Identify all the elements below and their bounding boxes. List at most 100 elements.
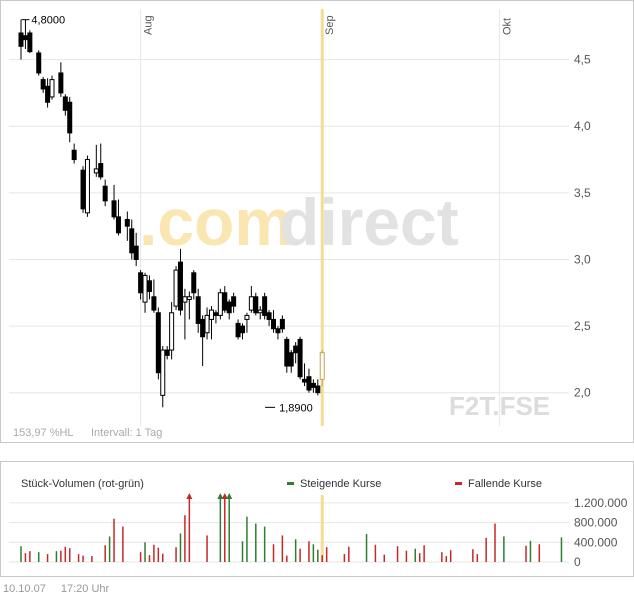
volume-bar-falling: [162, 553, 164, 562]
candle-body-falling: [288, 352, 294, 367]
volume-bar-falling: [64, 546, 67, 562]
candle: [155, 307, 161, 380]
volume-bar-falling: [396, 546, 399, 562]
candle-body-falling: [240, 325, 245, 334]
candle-body-falling: [146, 280, 152, 292]
candle-body-rising: [319, 352, 325, 380]
volume-bar-falling: [122, 526, 124, 562]
candle-body-falling: [293, 345, 299, 354]
volume-bar-rising: [241, 541, 244, 562]
candle-body-falling: [22, 35, 28, 41]
candle: [18, 19, 24, 60]
footer-time: 17:20 Uhr: [60, 583, 110, 595]
candle: [45, 78, 51, 108]
volume-overflow-arrow: [226, 493, 233, 499]
candle: [40, 76, 46, 93]
volume-bar-falling: [325, 547, 328, 562]
candle: [164, 346, 170, 360]
candle-body-falling: [195, 296, 201, 324]
x-tick-label: Okt: [501, 18, 513, 35]
candle: [177, 248, 183, 316]
candle: [279, 315, 285, 333]
candle: [146, 275, 152, 300]
candle: [315, 379, 321, 396]
candle-body-falling: [133, 245, 139, 260]
volume-bar-falling: [299, 548, 301, 562]
volume-overflow-arrow: [221, 493, 228, 499]
candle-body-rising: [49, 79, 55, 98]
volume-bar-falling: [153, 544, 155, 562]
candle-body-falling: [138, 272, 144, 294]
candle-body-falling: [200, 318, 206, 338]
volume-y-tick-label: 800.000: [574, 516, 618, 530]
candle: [151, 279, 157, 313]
candle-body-rising: [93, 168, 99, 174]
volume-bar-falling: [46, 554, 49, 562]
candle: [173, 266, 179, 311]
candle-body-falling: [102, 185, 108, 202]
volume-bar-falling: [157, 547, 160, 562]
volume-bar-falling: [383, 554, 386, 562]
candle: [49, 75, 55, 100]
candle-body-falling: [213, 312, 219, 316]
candle-body-rising: [208, 309, 214, 320]
candle-body-rising: [160, 349, 166, 396]
candle-body-falling: [27, 32, 33, 53]
candle: [98, 143, 104, 180]
candle: [182, 288, 188, 340]
footer-date: 10.10.07: [3, 583, 46, 595]
candle: [275, 326, 281, 340]
candle: [200, 315, 206, 367]
candle-body-falling: [284, 338, 290, 367]
volume-bar-falling: [104, 545, 106, 562]
volume-bars: [20, 498, 563, 562]
candle: [71, 143, 77, 164]
volume-bar-falling: [374, 544, 377, 562]
volume-bar-falling: [139, 552, 142, 562]
candle-body-falling: [262, 296, 268, 316]
volume-bar-rising: [228, 498, 230, 562]
volume-bar-rising: [312, 544, 315, 562]
candle: [213, 310, 219, 324]
volume-bar-rising: [179, 533, 182, 562]
candle: [169, 302, 175, 360]
volume-bar-rising: [144, 542, 146, 562]
price-grid: [9, 9, 569, 426]
candle: [208, 306, 214, 340]
candle: [93, 144, 99, 177]
candle-body-rising: [204, 314, 210, 334]
volume-bar-rising: [55, 551, 58, 562]
volume-bar-falling: [445, 556, 448, 562]
candle-body-falling: [129, 228, 135, 254]
candle-body-falling: [222, 292, 228, 311]
candle-body-rising: [186, 296, 192, 300]
candle-body-falling: [177, 261, 183, 311]
volume-bar-falling: [485, 537, 487, 562]
candle: [284, 336, 290, 373]
volume-bar-falling: [68, 548, 71, 562]
candle: [67, 96, 73, 143]
candle-body-falling: [275, 328, 281, 334]
volume-bar-falling: [343, 554, 346, 562]
volume-bar-falling: [449, 550, 452, 562]
candle-body-falling: [151, 296, 157, 311]
volume-today-marker: [320, 495, 324, 562]
volume-bar-falling: [206, 535, 208, 562]
candle-body-falling: [36, 52, 42, 74]
y-tick-label: 4,5: [574, 53, 591, 67]
candle: [129, 219, 135, 260]
price-chart-svg: .com direct F2T.FSE Aug Sep Okt 2,0 2,5 3,0 3…: [9, 9, 591, 439]
volume-chart-panel: Stück-Volumen (rot-grün) Steigende Kurse…: [0, 461, 634, 577]
candle-body-falling: [306, 376, 312, 391]
volume-bar-rising: [317, 549, 319, 562]
candle: [133, 232, 139, 267]
legend-rising-label: Steigende Kurse: [300, 478, 381, 490]
volume-bar-falling: [494, 523, 496, 562]
volume-bar-rising: [263, 526, 266, 562]
volume-bar-falling: [538, 544, 541, 562]
candle: [138, 270, 144, 300]
legend-falling-label: Fallende Kurse: [468, 478, 542, 490]
volume-bar-falling: [286, 555, 288, 562]
candle: [186, 291, 192, 320]
y-tick-label: 4,0: [574, 119, 591, 133]
